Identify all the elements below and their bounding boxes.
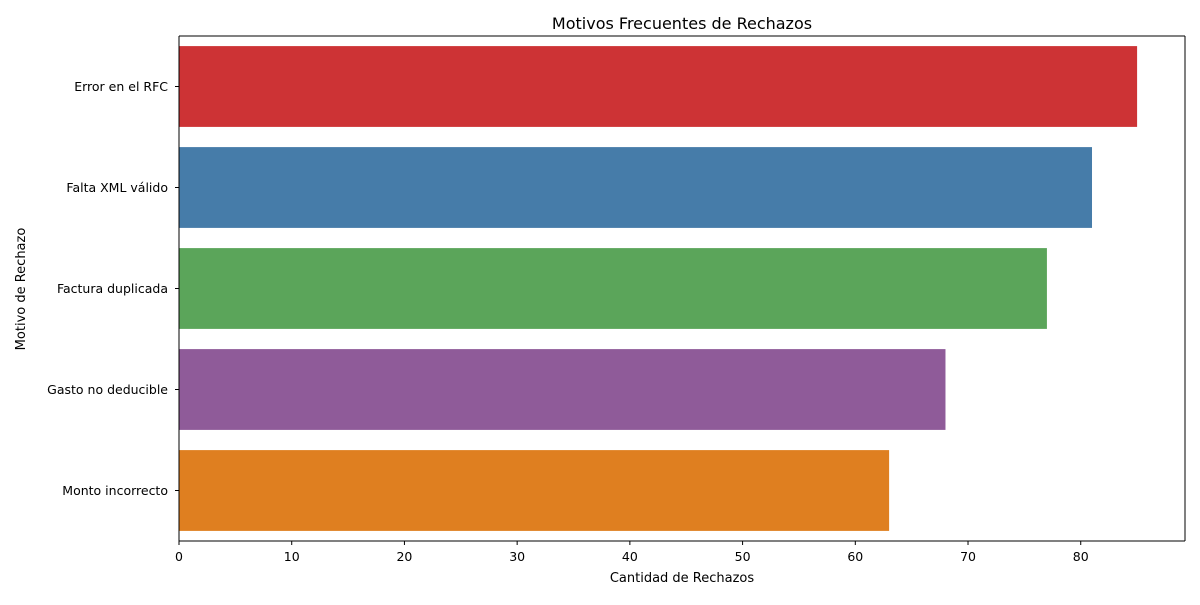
bar-error-en-el-rfc bbox=[179, 46, 1138, 127]
x-tick-label: 50 bbox=[735, 549, 751, 564]
x-tick-label: 10 bbox=[284, 549, 300, 564]
bar-falta-xml-valido bbox=[179, 147, 1093, 228]
bar-monto-incorrecto bbox=[179, 450, 890, 531]
x-axis-label: Cantidad de Rechazos bbox=[610, 571, 755, 586]
x-tick-label: 40 bbox=[622, 549, 638, 564]
x-tick-label: 0 bbox=[175, 549, 183, 564]
x-tick-label: 20 bbox=[396, 549, 412, 564]
x-axis-ticks: 0 10 20 30 40 50 60 70 80 bbox=[175, 541, 1089, 564]
bar-gasto-no-deducible bbox=[179, 349, 946, 430]
axes-frame bbox=[178, 35, 1186, 542]
y-tick-label: Factura duplicada bbox=[57, 281, 168, 296]
chart-title: Motivos Frecuentes de Rechazos bbox=[552, 14, 812, 33]
y-tick-label: Falta XML válido bbox=[66, 180, 168, 195]
y-axis-label: Motivo de Rechazo bbox=[14, 228, 29, 351]
x-tick-label: 60 bbox=[847, 549, 863, 564]
y-tick-label: Gasto no deducible bbox=[47, 382, 168, 397]
y-tick-label: Error en el RFC bbox=[74, 79, 168, 94]
x-tick-label: 30 bbox=[509, 549, 525, 564]
y-axis-ticks: Error en el RFC Falta XML válido Factura d… bbox=[47, 79, 179, 498]
bar-factura-duplicada bbox=[179, 248, 1047, 329]
bars-group bbox=[179, 46, 1138, 531]
x-tick-label: 80 bbox=[1073, 549, 1089, 564]
x-tick-label: 70 bbox=[960, 549, 976, 564]
y-tick-label: Monto incorrecto bbox=[62, 483, 168, 498]
